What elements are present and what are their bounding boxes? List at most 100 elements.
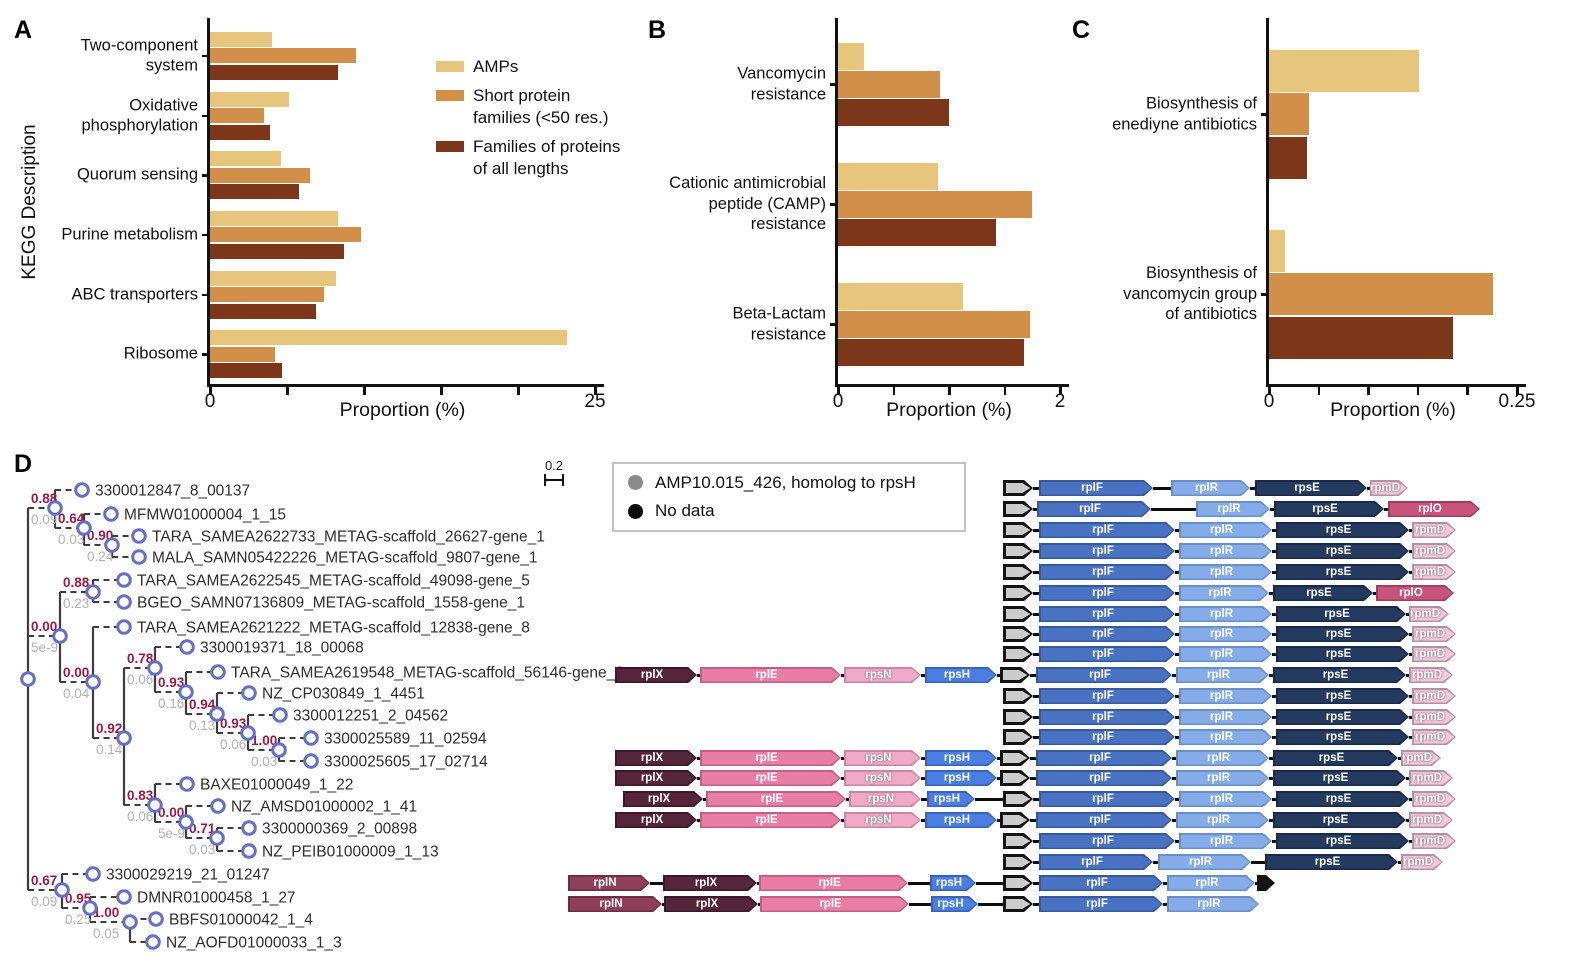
gene-label: rplF xyxy=(1092,566,1114,578)
gene-arrow-fill xyxy=(1006,649,1031,660)
gene-arrow-fill xyxy=(1041,793,1174,806)
tree-internal-node xyxy=(240,725,256,741)
leaf-label: DMNR01000458_1_27 xyxy=(137,890,296,907)
gene-label: rpmD xyxy=(1414,835,1446,847)
gene-arrow-rplR: rplR xyxy=(1176,750,1269,766)
gene-connector-line xyxy=(1033,715,1039,719)
gene-label: rpsH xyxy=(943,752,971,764)
branch-length: 0.06 xyxy=(127,672,153,687)
gene-cluster-row: rplX rplE rpsN rpsH rplF rplR rpsE rpmD xyxy=(615,748,1441,768)
gene-connector-line xyxy=(758,902,760,906)
gene-label: rplE xyxy=(755,814,778,826)
gene-arrow-fill xyxy=(617,814,696,827)
gene-label: rpsE xyxy=(1325,524,1352,536)
gene-arrow-rpsE: rpsE xyxy=(1273,770,1406,786)
gene-arrow-rpsE: rpsE xyxy=(1276,564,1409,580)
tree-internal-node xyxy=(178,684,194,700)
gene-label: rpmD xyxy=(1414,628,1446,640)
gene-connector-line xyxy=(1033,528,1039,532)
gene-arrow-fill xyxy=(1041,628,1174,641)
amp-homolog-dot-icon xyxy=(628,475,643,491)
support-value: 0.00 xyxy=(63,665,89,680)
gene-connector-line xyxy=(1033,652,1039,656)
gene-arrow-fill xyxy=(927,752,996,765)
gene-arrow-fill xyxy=(1006,857,1031,868)
amp-marker-arrow-icon xyxy=(1003,791,1033,807)
gene-label: rpsE xyxy=(1325,835,1352,847)
gene-connector-line xyxy=(1172,818,1176,822)
gene-connector-line xyxy=(1175,839,1179,843)
gene-connector-line xyxy=(1033,797,1039,801)
gene-connector-line xyxy=(697,756,700,760)
gene-arrow-rpsH: rpsH xyxy=(925,770,997,786)
gene-connector-line xyxy=(1172,673,1176,677)
gene-label: rpmD xyxy=(1414,690,1446,702)
gene-connector-line xyxy=(1033,486,1039,490)
gene-arrow-rpsH: rpsH xyxy=(925,750,997,766)
gene-connector-line xyxy=(1033,549,1039,553)
gene-label: rpsE xyxy=(1325,793,1352,805)
gene-label: rpmD xyxy=(1402,856,1434,868)
support-value: 0.00 xyxy=(158,805,184,820)
gene-arrow-fill xyxy=(1411,772,1452,785)
gene-arrow-fill xyxy=(1181,587,1268,600)
gene-label: rplX xyxy=(695,898,719,910)
gene-connector-line xyxy=(757,881,759,885)
gene-arrow-fill xyxy=(1181,648,1271,661)
gene-arrow-rpmD: rpmD xyxy=(1412,709,1456,725)
gene-arrow-fill xyxy=(1169,877,1254,890)
gene-arrow-fill xyxy=(1414,628,1455,641)
gene-label: rpsE xyxy=(1325,690,1352,702)
gene-label: rpsE xyxy=(1324,608,1350,620)
gene-arrow-fill xyxy=(1178,772,1268,785)
gene-label: rplF xyxy=(1089,772,1111,784)
gene-connector-line xyxy=(1033,839,1039,843)
gene-arrow-rpsE: rpsE xyxy=(1273,812,1406,828)
gene-connector-line xyxy=(703,797,706,801)
gene-label: rpsE xyxy=(1306,587,1332,599)
gene-arrow-rpmD: rpmD xyxy=(1401,854,1443,870)
gene-arrow-fill xyxy=(1178,669,1268,682)
gene-label: rpmD xyxy=(1414,545,1446,557)
tree-internal-node xyxy=(76,520,92,536)
gene-arrow-fill xyxy=(1181,628,1271,641)
gene-arrow-fill xyxy=(1278,566,1408,579)
gene-arrow-fill xyxy=(1006,878,1031,889)
tree-leaf-node xyxy=(179,639,195,655)
gene-connector-line xyxy=(1030,818,1036,822)
gene-arrow-fill xyxy=(1038,752,1171,765)
gene-arrow-rpsH: rpsH xyxy=(931,896,978,912)
gene-arrow-fill xyxy=(927,772,996,785)
gene-arrow-rpsN: rpsN xyxy=(844,667,921,683)
branch-length: 0.03 xyxy=(251,754,277,769)
amp-marker-arrow-icon xyxy=(1000,812,1030,828)
gene-connector-line xyxy=(1030,776,1036,780)
gene-arrow-fill xyxy=(1041,690,1174,703)
tree-leaf-node xyxy=(116,889,132,905)
gene-arrow-fill xyxy=(846,814,920,827)
gene-connector-line xyxy=(1409,797,1412,801)
gene-arrow-rpmD: rpmD xyxy=(1412,646,1456,662)
gene-arrow-rplR: rplR xyxy=(1176,667,1269,683)
gene-arrow-fill xyxy=(1259,877,1274,890)
gene-connector-line xyxy=(1409,694,1412,698)
gene-arrow-rpsE: rpsE xyxy=(1274,501,1384,517)
gene-connector-line xyxy=(1255,881,1257,885)
gene-arrow-fill xyxy=(1006,712,1031,723)
gene-label: rplR xyxy=(1207,814,1230,826)
gene-connector-line xyxy=(997,673,1000,677)
gene-arrow-rpmD: rpmD xyxy=(1409,606,1449,622)
gene-label: rplE xyxy=(818,877,841,889)
gene-arrow-rplF: rplF xyxy=(1039,606,1175,622)
gene-arrow-fill xyxy=(708,793,845,806)
gene-arrow-fill xyxy=(1278,648,1408,661)
gene-arrow-rpsE: rpsE xyxy=(1273,750,1398,766)
gene-label: rplO xyxy=(1418,503,1442,515)
gene-arrow-fill xyxy=(1198,503,1269,516)
gene-label: rpmD xyxy=(1411,814,1443,826)
gene-label: rplR xyxy=(1210,628,1233,640)
gene-arrow-rpsE: rpsE xyxy=(1276,606,1406,622)
gene-arrow-fill xyxy=(851,793,920,806)
amp-marker-arrow-icon xyxy=(1003,585,1033,601)
